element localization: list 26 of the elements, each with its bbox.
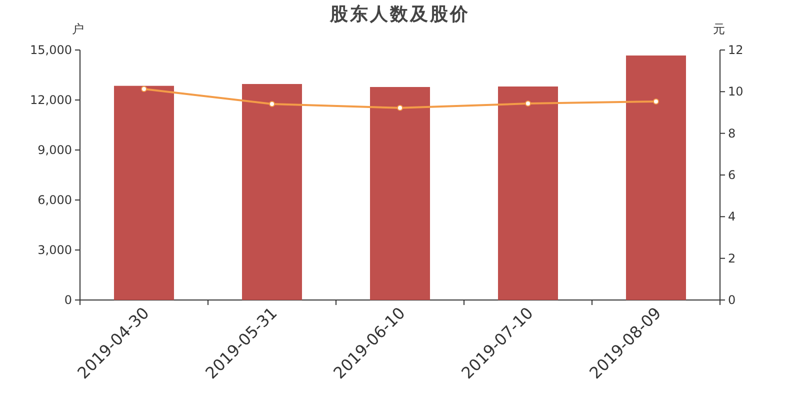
- point: [525, 100, 531, 107]
- y2-tick-label: 10: [728, 84, 744, 99]
- y-axis-title: 户: [72, 22, 84, 36]
- chart-title: 股东人数及股价: [329, 4, 470, 25]
- bar: [370, 87, 430, 300]
- point: [397, 104, 403, 111]
- bar: [242, 84, 302, 300]
- point: [141, 86, 147, 92]
- y-tick-label: 6,000: [38, 193, 72, 207]
- bar: [498, 86, 558, 300]
- bar: [626, 56, 686, 300]
- y-tick-label: 12,000: [30, 93, 72, 107]
- y2-tick-label: 8: [728, 126, 736, 140]
- y-tick-label: 3,000: [38, 243, 72, 257]
- y-tick-label: 9,000: [38, 143, 72, 157]
- point: [269, 100, 275, 107]
- bar: [114, 86, 174, 300]
- y-tick-label: 0: [64, 293, 72, 307]
- y-tick-label: 15,000: [30, 43, 72, 57]
- y2-tick-label: 0: [728, 293, 736, 307]
- y2-tick-label: 4: [728, 210, 736, 224]
- y2-tick-label: 6: [728, 168, 736, 182]
- point: [653, 98, 659, 104]
- y2-axis-title: 元: [713, 22, 725, 36]
- y2-tick-label: 2: [728, 251, 736, 266]
- y2-tick-label: 12: [728, 43, 744, 57]
